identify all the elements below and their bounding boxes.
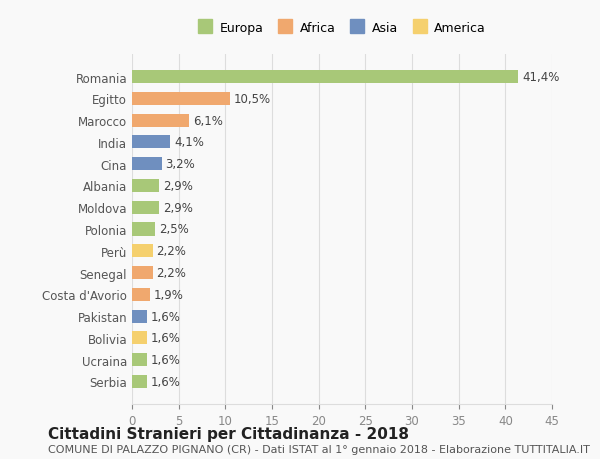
Bar: [132, 223, 155, 236]
Bar: [132, 201, 159, 214]
Bar: [132, 114, 189, 128]
Text: 1,9%: 1,9%: [154, 288, 184, 301]
Bar: [132, 245, 152, 258]
Text: 1,6%: 1,6%: [151, 331, 181, 345]
Bar: [132, 288, 150, 301]
Text: 1,6%: 1,6%: [151, 353, 181, 366]
Text: 6,1%: 6,1%: [193, 114, 223, 128]
Legend: Europa, Africa, Asia, America: Europa, Africa, Asia, America: [193, 16, 491, 39]
Text: COMUNE DI PALAZZO PIGNANO (CR) - Dati ISTAT al 1° gennaio 2018 - Elaborazione TU: COMUNE DI PALAZZO PIGNANO (CR) - Dati IS…: [48, 444, 590, 454]
Bar: [132, 136, 170, 149]
Text: 4,1%: 4,1%: [174, 136, 204, 149]
Text: 2,2%: 2,2%: [156, 267, 186, 280]
Text: 3,2%: 3,2%: [166, 158, 196, 171]
Bar: [132, 266, 152, 280]
Text: 2,5%: 2,5%: [159, 223, 189, 236]
Text: 41,4%: 41,4%: [522, 71, 560, 84]
Text: Cittadini Stranieri per Cittadinanza - 2018: Cittadini Stranieri per Cittadinanza - 2…: [48, 425, 409, 441]
Bar: [132, 179, 159, 193]
Text: 10,5%: 10,5%: [234, 93, 271, 106]
Bar: [132, 93, 230, 106]
Bar: [132, 71, 518, 84]
Bar: [132, 331, 147, 345]
Bar: [132, 158, 162, 171]
Text: 2,2%: 2,2%: [156, 245, 186, 257]
Bar: [132, 310, 147, 323]
Text: 1,6%: 1,6%: [151, 375, 181, 388]
Text: 2,9%: 2,9%: [163, 202, 193, 214]
Text: 1,6%: 1,6%: [151, 310, 181, 323]
Bar: [132, 353, 147, 366]
Bar: [132, 375, 147, 388]
Text: 2,9%: 2,9%: [163, 179, 193, 192]
